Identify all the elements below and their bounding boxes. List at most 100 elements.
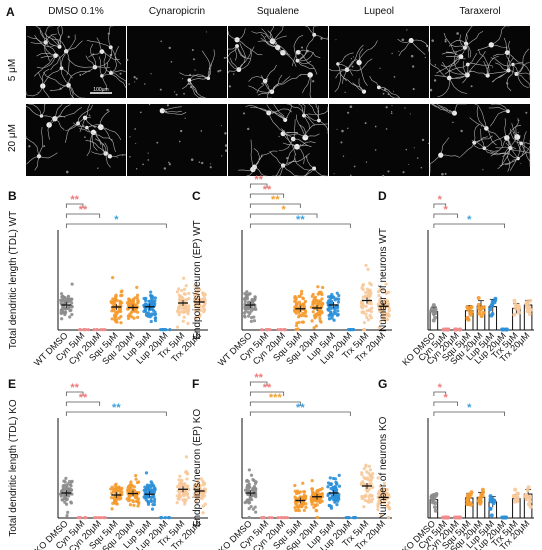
series-2 <box>276 516 289 520</box>
data-point <box>67 494 71 498</box>
data-point <box>368 473 372 477</box>
data-point <box>137 500 141 504</box>
data-point <box>63 494 67 498</box>
data-point <box>320 311 324 315</box>
data-point <box>516 307 521 312</box>
series-8 <box>523 298 533 331</box>
data-point <box>70 297 74 301</box>
data-point <box>78 328 82 332</box>
data-point <box>148 299 152 303</box>
significance-stars: ** <box>271 194 280 206</box>
micrograph-cell <box>429 25 531 98</box>
data-point <box>315 496 320 501</box>
data-point <box>265 328 270 332</box>
data-point <box>337 293 341 298</box>
data-point <box>129 480 133 484</box>
data-point <box>60 309 64 313</box>
data-point <box>296 315 301 319</box>
data-point <box>501 327 506 332</box>
data-point <box>528 307 533 312</box>
data-point <box>327 496 332 501</box>
data-point <box>163 516 167 520</box>
micrograph-cell <box>125 26 228 99</box>
data-point <box>313 503 317 507</box>
data-point <box>247 292 251 296</box>
row-label-5um: 5 μM <box>7 59 18 81</box>
data-point <box>70 282 74 286</box>
data-point <box>359 304 363 309</box>
data-point <box>198 483 202 487</box>
data-point <box>431 311 436 316</box>
data-point <box>364 263 368 267</box>
series-7 <box>511 487 521 519</box>
data-point <box>335 494 339 498</box>
data-point <box>76 516 80 520</box>
data-point <box>316 285 320 289</box>
data-point <box>386 503 390 507</box>
significance-bracket: * <box>433 204 458 218</box>
data-point <box>387 507 391 511</box>
data-point <box>335 291 339 295</box>
data-point <box>309 499 313 503</box>
series-5 <box>326 473 342 510</box>
significance-stars: ** <box>254 372 263 384</box>
data-point <box>328 294 333 299</box>
significance-stars: * <box>282 204 287 216</box>
data-point <box>434 491 439 496</box>
data-point <box>247 515 251 520</box>
data-point <box>245 498 249 502</box>
data-point <box>97 516 101 520</box>
data-point <box>194 500 198 504</box>
significance-bracket: ** <box>65 392 101 406</box>
data-point <box>476 306 481 311</box>
data-point <box>329 506 334 510</box>
data-point <box>193 302 198 307</box>
data-point <box>365 287 370 291</box>
data-point <box>327 317 332 321</box>
significance-bracket: * <box>433 392 458 406</box>
data-point <box>329 310 333 314</box>
data-point <box>143 307 148 311</box>
data-point <box>525 300 530 305</box>
series-2 <box>276 328 287 332</box>
data-point <box>362 320 367 325</box>
data-point <box>69 500 73 504</box>
data-point <box>481 490 486 495</box>
series-2 <box>92 516 107 520</box>
data-point <box>182 493 186 498</box>
data-point <box>137 480 141 484</box>
data-point <box>298 294 302 298</box>
data-point <box>246 310 250 314</box>
data-point <box>293 309 297 313</box>
data-point <box>457 327 462 332</box>
data-point <box>110 507 114 511</box>
data-point <box>70 479 74 484</box>
data-point <box>61 294 65 299</box>
data-point <box>337 484 342 488</box>
data-point <box>181 319 185 323</box>
data-point <box>132 316 136 320</box>
y-axis-label: Number of neurons WT <box>378 228 389 332</box>
data-point <box>315 299 319 303</box>
series-7 <box>359 463 375 509</box>
data-point <box>360 310 364 314</box>
data-point <box>301 296 305 300</box>
series-7 <box>175 455 191 506</box>
data-point <box>527 311 532 316</box>
data-point <box>65 485 69 489</box>
data-point <box>67 479 72 484</box>
series-4 <box>309 285 325 330</box>
data-point <box>110 301 114 305</box>
data-point <box>113 496 117 500</box>
column-header: Squalene <box>257 6 300 17</box>
significance-stars: * <box>114 214 119 226</box>
micrograph-cell <box>227 25 329 99</box>
data-point <box>179 306 184 310</box>
data-point <box>310 502 314 506</box>
data-point <box>146 501 151 505</box>
data-point <box>378 297 382 301</box>
significance-bracket: * <box>433 402 505 416</box>
data-point <box>70 312 74 317</box>
column-header: Lupeol <box>364 6 394 17</box>
data-point <box>242 314 247 318</box>
